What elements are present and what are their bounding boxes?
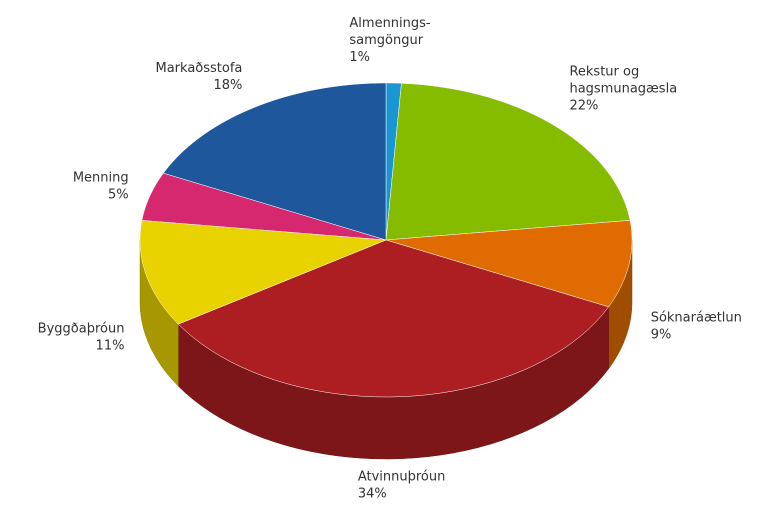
slice-label: Rekstur og hagsmunagæsla bbox=[569, 65, 677, 97]
pie-tops bbox=[139, 82, 633, 398]
slice-value-label: 22% bbox=[569, 99, 598, 114]
label-line: Atvinnuþróun bbox=[358, 470, 446, 485]
label-line: Byggðaþróun bbox=[38, 322, 125, 337]
labels: Almennings-samgöngur 1% Rekstur og hagsmuna… bbox=[38, 16, 742, 502]
slice bbox=[139, 220, 387, 325]
slice-value-label: 1% bbox=[349, 50, 370, 65]
label-line: Rekstur og bbox=[569, 65, 639, 80]
slice-value-label: 34% bbox=[358, 487, 387, 502]
slice-label: Markaðsstofa bbox=[156, 61, 243, 76]
label-line: Menning bbox=[73, 171, 129, 186]
label-line: hagsmunagæsla bbox=[569, 82, 677, 97]
slice bbox=[141, 172, 387, 241]
label-line: Sóknaráætlun bbox=[651, 311, 742, 326]
slice-label: Byggðaþróun bbox=[38, 322, 125, 337]
slice-label: Almennings-samgöngur bbox=[349, 16, 431, 48]
slice-value-label: 18% bbox=[213, 78, 242, 93]
slice-value-label: 11% bbox=[96, 339, 125, 354]
label-line: samgöngur bbox=[349, 33, 423, 48]
slice-value-label: 5% bbox=[108, 188, 129, 203]
slice-value-label: 9% bbox=[651, 328, 672, 343]
label-line: Markaðsstofa bbox=[156, 61, 243, 76]
slice-label: Menning bbox=[73, 171, 129, 186]
slice bbox=[385, 220, 633, 308]
slice bbox=[162, 82, 387, 241]
slice bbox=[177, 239, 610, 398]
slice-label: Sóknaráætlun bbox=[651, 311, 742, 326]
slice-label: Atvinnuþróun bbox=[358, 470, 446, 485]
label-line: Almennings- bbox=[349, 16, 431, 31]
slice bbox=[385, 83, 631, 241]
